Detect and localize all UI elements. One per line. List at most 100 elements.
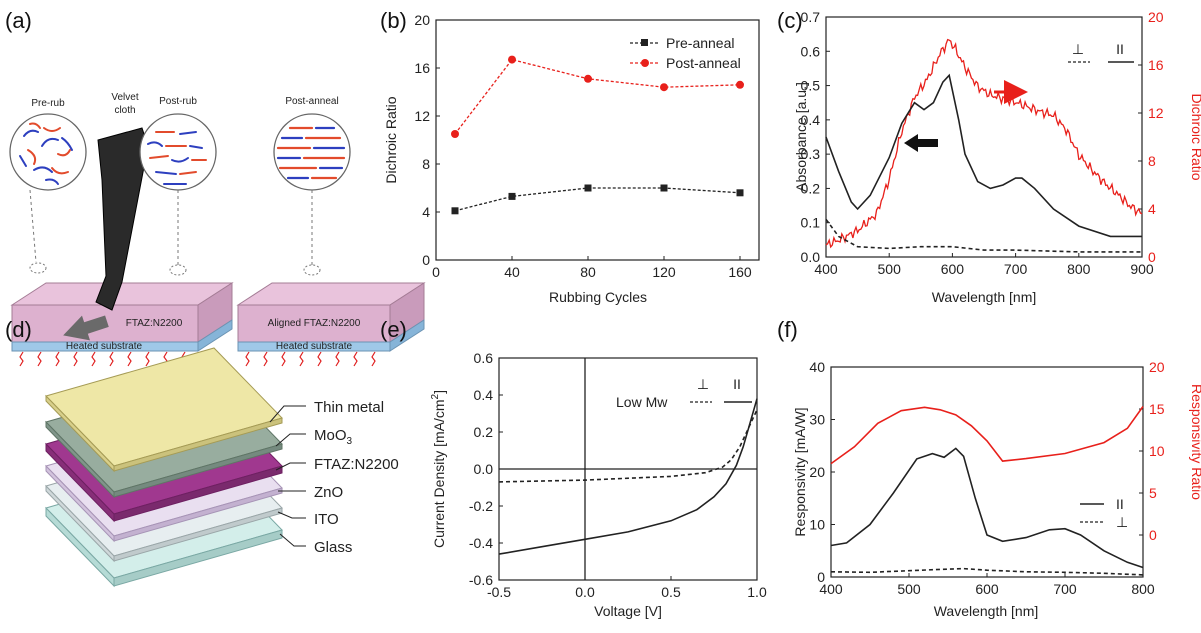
pre-rub-label: Pre-rub <box>31 98 65 109</box>
y-tick-label: 30 <box>809 412 825 428</box>
legend-f-par-symbol: II <box>1116 496 1124 512</box>
pre-rub-circle: Pre-rub <box>9 98 87 274</box>
heated-substrate-label-2: Heated substrate <box>276 341 353 352</box>
legend-e-title: Low Mw <box>616 394 668 410</box>
x-tick-label: 80 <box>580 264 596 280</box>
heated-substrate-label-1: Heated substrate <box>66 341 143 352</box>
series-line-jv-perpendicular <box>498 409 758 483</box>
y-tick-label: 20 <box>809 464 825 480</box>
legend-f-perp-symbol: ⊥ <box>1116 514 1128 530</box>
panel-a-label: (a) <box>5 8 32 33</box>
right-tick-label: 0 <box>1149 527 1157 543</box>
layer-label-zno: ZnO <box>314 484 343 501</box>
y-tick-label: 0.7 <box>801 9 821 25</box>
panel-f-y-axis-label: Responsivity [mA/W] <box>792 407 808 536</box>
panel-d-device-stack: (d) <box>5 317 399 588</box>
panel-e-chart: (e) -0.5 0.0 0.5 1.0 -0.6 -0.4 -0.2 0.0 0.2 0.4 0.… <box>380 317 767 619</box>
x-tick-label: 600 <box>975 581 999 597</box>
x-tick-label: 500 <box>878 261 902 277</box>
panel-c-x-axis-label: Wavelength [nm] <box>932 289 1037 305</box>
y-tick-label: 4 <box>422 204 430 220</box>
x-tick-label: 0 <box>432 264 440 280</box>
y-tick-label: 40 <box>809 359 825 375</box>
y-tick-label: 0.6 <box>801 43 821 59</box>
data-point-pre-anneal <box>451 207 459 215</box>
rubbing-direction-arrow <box>63 315 109 341</box>
x-tick-label: 800 <box>1131 581 1155 597</box>
y-tick-label: 0.2 <box>474 424 494 440</box>
panel-c-frame <box>825 16 1143 258</box>
x-tick-label: 120 <box>652 264 676 280</box>
arrow-to-left-axis <box>904 134 938 152</box>
y-tick-label: 0.0 <box>474 461 494 477</box>
substrate2-side <box>389 319 425 352</box>
right-tick-label: 16 <box>1148 57 1164 73</box>
y-tick-label: 8 <box>422 156 430 172</box>
x-tick-label: 0.5 <box>661 584 681 600</box>
panel-c-chart: (c) 400 500 600 700 800 900 0.0 0.1 0.2 0.3 0.4 0.5… <box>777 8 1201 305</box>
post-anneal-circle: Post-anneal <box>273 96 351 276</box>
layer-leader-lines <box>269 405 306 547</box>
y-tick-label: 0 <box>422 252 430 268</box>
substrate1-side <box>197 319 233 352</box>
y-tick-label: 16 <box>414 60 430 76</box>
panel-d-label: (d) <box>5 317 32 342</box>
x-tick-label: 0.0 <box>575 584 595 600</box>
aligned-film-label: Aligned FTAZ:N2200 <box>268 318 361 329</box>
layer-label-glass: Glass <box>314 539 352 556</box>
layer-thin-metal <box>45 347 283 473</box>
y-tick-label: 0.4 <box>474 387 494 403</box>
panel-e-label: (e) <box>380 317 407 342</box>
panel-c-ticks: 400 500 600 700 800 900 0.0 0.1 0.2 0.3 0.4 0.5 0.6 0… <box>801 9 1164 277</box>
panel-c-y-axis-label: Absorbance [a.u.] <box>793 82 809 192</box>
panel-a-schematic: (a) Heated substrate FTAZ:N2200 Velvet c… <box>5 8 426 367</box>
heat-arrows-2 <box>245 351 376 367</box>
panel-c-label: (c) <box>777 8 803 33</box>
right-tick-label: 12 <box>1148 105 1164 121</box>
panel-b-x-axis-label: Rubbing Cycles <box>549 289 647 305</box>
post-rub-label: Post-rub <box>159 96 197 107</box>
y-tick-label: 0.1 <box>801 215 821 231</box>
slab1-top <box>10 282 234 306</box>
y-tick-label: -0.4 <box>469 535 493 551</box>
y-tick-label: 0.2 <box>801 180 821 196</box>
y-tick-label: 10 <box>809 517 825 533</box>
right-tick-label: 5 <box>1149 485 1157 501</box>
panel-f-data <box>830 406 1144 576</box>
right-tick-label: 20 <box>1149 359 1165 375</box>
data-point-post-anneal <box>451 130 459 138</box>
series-line-responsivity-ratio <box>830 406 1144 465</box>
x-tick-label: 160 <box>728 264 752 280</box>
post-anneal-label: Post-anneal <box>285 96 338 107</box>
data-point-post-anneal <box>736 80 744 89</box>
data-point-pre-anneal <box>660 184 668 192</box>
x-tick-label: 800 <box>1067 261 1091 277</box>
x-tick-label: 600 <box>941 261 965 277</box>
y-tick-label: 12 <box>414 108 430 124</box>
right-tick-label: 4 <box>1148 201 1156 217</box>
series-line-pre-anneal <box>454 187 741 212</box>
velvet-label-line1: Velvet <box>111 92 138 103</box>
panel-c-right-axis-label: Dichroic Ratio <box>1189 93 1201 180</box>
x-tick-label: -0.5 <box>487 584 511 600</box>
panel-c-legend: ⊥ II <box>1068 41 1134 63</box>
data-point-post-anneal <box>508 55 516 64</box>
x-tick-label: 1.0 <box>747 584 767 600</box>
layer-label-moo3: MoO3 <box>314 427 353 447</box>
data-point-pre-anneal <box>584 184 592 192</box>
legend-c-par-symbol: II <box>1116 41 1124 57</box>
y-tick-label: 0 <box>817 569 825 585</box>
x-tick-label: 400 <box>819 581 843 597</box>
panel-b-y-axis-label: Dichroic Ratio <box>383 96 399 183</box>
y-tick-label: 20 <box>414 12 430 28</box>
panel-b-ticks: 0 40 80 120 160 0 4 8 12 16 20 <box>414 12 751 280</box>
film-label: FTAZ:N2200 <box>126 318 183 329</box>
panel-f-right-axis-label: Responsivity Ratio <box>1189 384 1201 500</box>
panel-b-label: (b) <box>380 8 407 33</box>
legend-e-perp-symbol: ⊥ <box>697 376 709 392</box>
data-point-pre-anneal <box>736 189 744 197</box>
y-tick-label: -0.6 <box>469 572 493 588</box>
